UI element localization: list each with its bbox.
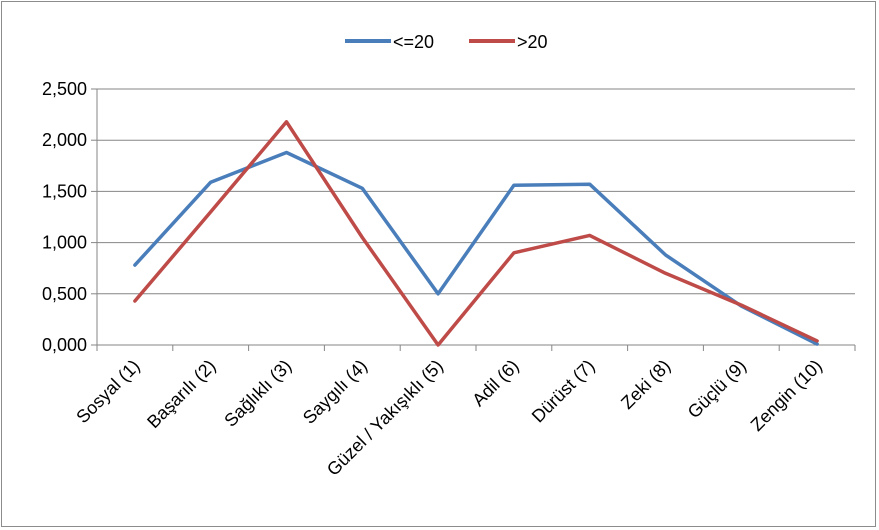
x-tick-label: Adil (6) — [468, 356, 522, 410]
series-line-2 — [133, 120, 819, 347]
y-tick-label: 0,500 — [42, 284, 87, 304]
x-tick-label: Zeki (8) — [617, 356, 674, 413]
y-tick-labels: 0,000 0,500 1,000 1,500 2,000 2,500 — [42, 79, 87, 355]
x-tick-label: Sağlıklı (3) — [220, 356, 295, 431]
y-tick-label: 2,000 — [42, 130, 87, 150]
legend-label-2: >20 — [517, 32, 548, 52]
grid-lines — [97, 88, 855, 295]
y-tick-label: 1,000 — [42, 233, 87, 253]
series-lines — [133, 120, 819, 347]
x-tick-label: Başarılı (2) — [143, 356, 219, 432]
legend-label-1: <=20 — [393, 32, 434, 52]
y-tick-label: 1,500 — [42, 181, 87, 201]
axes — [91, 88, 856, 351]
x-tick-label: Sosyal (1) — [72, 356, 143, 427]
x-tick-label: Dürüst (7) — [528, 356, 599, 427]
x-tick-labels: Sosyal (1) Başarılı (2) Sağlıklı (3) Saygıl… — [72, 356, 826, 480]
x-tick-label: Saygılı (4) — [299, 356, 371, 428]
legend: <=20 >20 — [345, 32, 548, 52]
x-tick-label: Zengin (10) — [747, 356, 826, 435]
y-tick-label: 2,500 — [42, 79, 87, 99]
x-tick-label: Güçlü (9) — [684, 356, 750, 422]
y-tick-label: 0,000 — [42, 335, 87, 355]
